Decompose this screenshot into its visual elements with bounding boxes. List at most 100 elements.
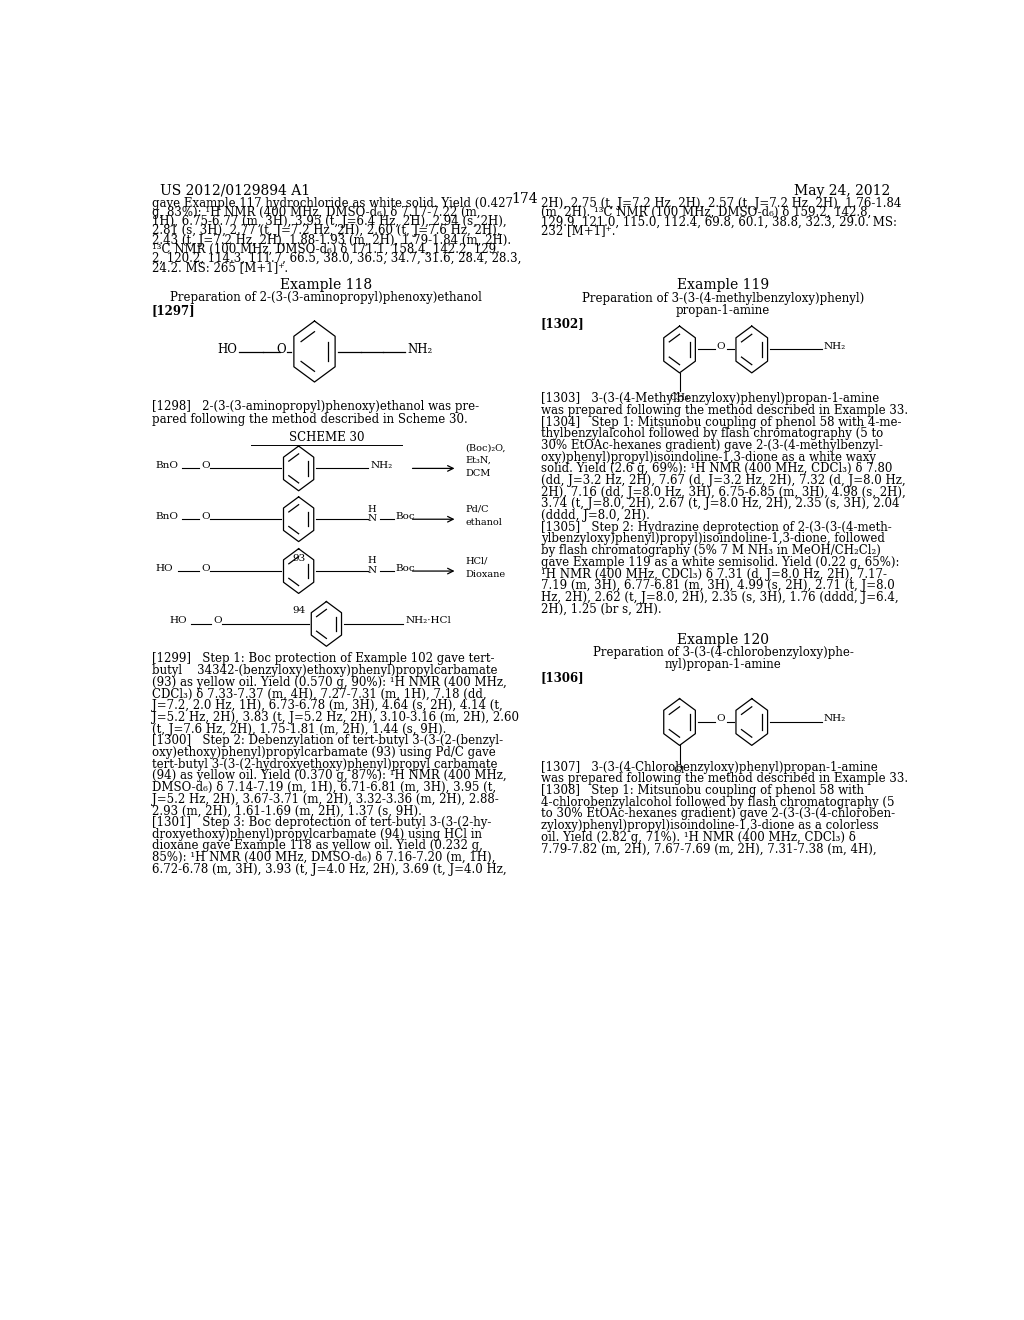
Text: BnO: BnO (156, 461, 179, 470)
Text: 2.93 (m, 2H), 1.61-1.69 (m, 2H), 1.37 (s, 9H).: 2.93 (m, 2H), 1.61-1.69 (m, 2H), 1.37 (s… (152, 804, 422, 817)
Text: O: O (276, 343, 286, 356)
Text: ¹H NMR (400 MHz, CDCl₃) δ 7.31 (d, J=8.0 Hz, 2H), 7.17-: ¹H NMR (400 MHz, CDCl₃) δ 7.31 (d, J=8.0… (541, 568, 887, 581)
Text: [1306]: [1306] (541, 671, 585, 684)
Text: J=5.2 Hz, 2H), 3.83 (t, J=5.2 Hz, 2H), 3.10-3.16 (m, 2H), 2.60: J=5.2 Hz, 2H), 3.83 (t, J=5.2 Hz, 2H), 3… (152, 710, 519, 723)
Text: Preparation of 2-(3-(3-aminopropyl)phenoxy)ethanol: Preparation of 2-(3-(3-aminopropyl)pheno… (170, 290, 482, 304)
Text: droxyethoxy)phenyl)propylcarbamate (94) using HCl in: droxyethoxy)phenyl)propylcarbamate (94) … (152, 828, 482, 841)
Text: gave Example 119 as a white semisolid. Yield (0.22 g, 65%):: gave Example 119 as a white semisolid. Y… (541, 556, 899, 569)
Text: Preparation of 3-(3-(4-chlorobenzyloxy)phe-: Preparation of 3-(3-(4-chlorobenzyloxy)p… (593, 645, 854, 659)
Text: (dd, J=3.2 Hz, 2H), 7.67 (d, J=3.2 Hz, 2H), 7.32 (d, J=8.0 Hz,: (dd, J=3.2 Hz, 2H), 7.67 (d, J=3.2 Hz, 2… (541, 474, 905, 487)
Text: butyl    34342-(benzyloxy)ethoxy)phenyl)propylcarbamate: butyl 34342-(benzyloxy)ethoxy)phenyl)pro… (152, 664, 498, 677)
Text: HO: HO (156, 564, 173, 573)
Text: [1302]: [1302] (541, 317, 585, 330)
Text: 6.72-6.78 (m, 3H), 3.93 (t, J=4.0 Hz, 2H), 3.69 (t, J=4.0 Hz,: 6.72-6.78 (m, 3H), 3.93 (t, J=4.0 Hz, 2H… (152, 863, 507, 875)
Text: Example 118: Example 118 (281, 279, 373, 292)
Text: US 2012/0129894 A1: US 2012/0129894 A1 (160, 183, 310, 198)
Text: [1301]   Step 3: Boc deprotection of tert-butyl 3-(3-(2-hy-: [1301] Step 3: Boc deprotection of tert-… (152, 816, 492, 829)
Text: HO: HO (169, 616, 187, 626)
Text: NH₂: NH₂ (824, 714, 846, 723)
Text: 93: 93 (292, 554, 305, 562)
Text: [1300]   Step 2: Debenzylation of tert-butyl 3-(3-(2-(benzyl-: [1300] Step 2: Debenzylation of tert-but… (152, 734, 503, 747)
Text: 174: 174 (511, 191, 539, 206)
Text: O: O (717, 714, 725, 723)
Text: ¹³C NMR (100 MHz, DMSO-d₆) δ 171.1, 158.4, 142.2, 129.: ¹³C NMR (100 MHz, DMSO-d₆) δ 171.1, 158.… (152, 243, 500, 256)
Text: (m, 2H). ¹³C NMR (100 MHz, DMSO-d₆) δ 159.2, 142.8,: (m, 2H). ¹³C NMR (100 MHz, DMSO-d₆) δ 15… (541, 206, 871, 219)
Text: zyloxy)phenyl)propyl)isoindoline-1,3-dione as a colorless: zyloxy)phenyl)propyl)isoindoline-1,3-dio… (541, 818, 879, 832)
Text: [1308]   Step 1: Mitsunobu coupling of phenol 58 with: [1308] Step 1: Mitsunobu coupling of phe… (541, 784, 863, 797)
Text: 4-chlorobenzylalcohol followed by flash chromatography (5: 4-chlorobenzylalcohol followed by flash … (541, 796, 894, 809)
Text: Cl: Cl (674, 766, 685, 775)
Text: Pd/C: Pd/C (465, 504, 488, 513)
Text: g, 83%): ¹H NMR (400 MHz, DMSO-d₆) δ 7.17-7.22 (m,: g, 83%): ¹H NMR (400 MHz, DMSO-d₆) δ 7.1… (152, 206, 480, 219)
Text: 2.81 (s, 3H), 2.77 (t, J=7.2 Hz, 2H), 2.60 (t, J=7.6 Hz, 2H),: 2.81 (s, 3H), 2.77 (t, J=7.2 Hz, 2H), 2.… (152, 224, 501, 238)
Text: DMSO-d₆) δ 7.14-7.19 (m, 1H), 6.71-6.81 (m, 3H), 3.95 (t,: DMSO-d₆) δ 7.14-7.19 (m, 1H), 6.71-6.81 … (152, 781, 496, 793)
Text: Hz, 2H), 2.62 (t, J=8.0, 2H), 2.35 (s, 3H), 1.76 (dddd, J=6.4,: Hz, 2H), 2.62 (t, J=8.0, 2H), 2.35 (s, 3… (541, 591, 898, 603)
Text: H: H (368, 504, 376, 513)
Text: SCHEME 30: SCHEME 30 (289, 430, 365, 444)
Text: by flash chromatography (5% 7 M NH₃ in MeOH/CH₂Cl₂): by flash chromatography (5% 7 M NH₃ in M… (541, 544, 881, 557)
Text: (93) as yellow oil. Yield (0.570 g, 90%): ¹H NMR (400 MHz,: (93) as yellow oil. Yield (0.570 g, 90%)… (152, 676, 507, 689)
Text: HO: HO (217, 343, 237, 356)
Text: oxy)ethoxy)phenyl)propylcarbamate (93) using Pd/C gave: oxy)ethoxy)phenyl)propylcarbamate (93) u… (152, 746, 496, 759)
Text: (94) as yellow oil. Yield (0.370 g, 87%): ¹H NMR (400 MHz,: (94) as yellow oil. Yield (0.370 g, 87%)… (152, 770, 507, 783)
Text: CH₃: CH₃ (670, 393, 689, 403)
Text: Dioxane: Dioxane (465, 570, 506, 578)
Text: May 24, 2012: May 24, 2012 (794, 183, 890, 198)
Text: 3.74 (t, J=8.0, 2H), 2.67 (t, J=8.0 Hz, 2H), 2.35 (s, 3H), 2.04: 3.74 (t, J=8.0, 2H), 2.67 (t, J=8.0 Hz, … (541, 498, 899, 511)
Text: oxy)phenyl)propyl)isoindoline-1,3-dione as a white waxy: oxy)phenyl)propyl)isoindoline-1,3-dione … (541, 450, 876, 463)
Text: was prepared following the method described in Example 33.: was prepared following the method descri… (541, 772, 908, 785)
Text: O: O (213, 616, 221, 626)
Text: Preparation of 3-(3-(4-methylbenzyloxy)phenyl): Preparation of 3-(3-(4-methylbenzyloxy)p… (582, 292, 864, 305)
Text: 2.43 (t, J=7.2 Hz, 2H), 1.88-1.93 (m, 2H), 1.79-1.84 (m, 2H).: 2.43 (t, J=7.2 Hz, 2H), 1.88-1.93 (m, 2H… (152, 234, 511, 247)
Text: BnO: BnO (156, 512, 179, 520)
Text: [1304]   Step 1: Mitsunobu coupling of phenol 58 with 4-me-: [1304] Step 1: Mitsunobu coupling of phe… (541, 416, 901, 429)
Text: Et₃N,: Et₃N, (465, 455, 492, 465)
Text: CDCl₃) δ 7.33-7.37 (m, 4H), 7.27-7.31 (m, 1H), 7.18 (dd,: CDCl₃) δ 7.33-7.37 (m, 4H), 7.27-7.31 (m… (152, 688, 486, 701)
Text: 7.79-7.82 (m, 2H), 7.67-7.69 (m, 2H), 7.31-7.38 (m, 4H),: 7.79-7.82 (m, 2H), 7.67-7.69 (m, 2H), 7.… (541, 842, 877, 855)
Text: (Boc)₂O,: (Boc)₂O, (465, 444, 506, 453)
Text: 24.2. MS: 265 [M+1]⁺.: 24.2. MS: 265 [M+1]⁺. (152, 261, 288, 275)
Text: tert-butyl 3-(3-(2-hydroxyethoxy)phenyl)propyl carbamate: tert-butyl 3-(3-(2-hydroxyethoxy)phenyl)… (152, 758, 498, 771)
Text: O: O (201, 461, 210, 470)
Text: N: N (368, 513, 377, 523)
Text: Boc: Boc (395, 512, 415, 520)
Text: J=7.2, 2.0 Hz, 1H), 6.73-6.78 (m, 3H), 4.64 (s, 2H), 4.14 (t,: J=7.2, 2.0 Hz, 1H), 6.73-6.78 (m, 3H), 4… (152, 700, 503, 711)
Text: to 30% EtOAc-hexanes gradient) gave 2-(3-(3-(4-chloroben-: to 30% EtOAc-hexanes gradient) gave 2-(3… (541, 808, 895, 820)
Text: Example 120: Example 120 (677, 632, 769, 647)
Text: H: H (368, 557, 376, 565)
Text: NH₂·HCl: NH₂·HCl (406, 616, 452, 626)
Text: Example 119: Example 119 (677, 279, 769, 292)
Text: (dddd, J=8.0, 2H).: (dddd, J=8.0, 2H). (541, 510, 649, 521)
Text: gave Example 117 hydrochloride as white solid. Yield (0.427: gave Example 117 hydrochloride as white … (152, 197, 513, 210)
Text: DCM: DCM (465, 469, 490, 478)
Text: propan-1-amine: propan-1-amine (676, 304, 770, 317)
Text: 2H), 7.16 (dd, J=8.0 Hz, 3H), 6.75-6.85 (m, 3H), 4.98 (s, 2H),: 2H), 7.16 (dd, J=8.0 Hz, 3H), 6.75-6.85 … (541, 486, 905, 499)
Text: nyl)propan-1-amine: nyl)propan-1-amine (665, 657, 781, 671)
Text: 30% EtOAc-hexanes gradient) gave 2-(3-(4-methylbenzyl-: 30% EtOAc-hexanes gradient) gave 2-(3-(4… (541, 440, 883, 451)
Text: [1298]   2-(3-(3-aminopropyl)phenoxy)ethanol was pre-: [1298] 2-(3-(3-aminopropyl)phenoxy)ethan… (152, 400, 479, 413)
Text: Boc: Boc (395, 564, 415, 573)
Text: [1305]   Step 2: Hydrazine deprotection of 2-(3-(3-(4-meth-: [1305] Step 2: Hydrazine deprotection of… (541, 521, 892, 533)
Text: 94: 94 (292, 606, 305, 615)
Text: 2H), 1.25 (br s, 2H).: 2H), 1.25 (br s, 2H). (541, 602, 662, 615)
Text: 2H), 2.75 (t, J=7.2 Hz, 2H), 2.57 (t, J=7.2 Hz, 2H), 1.76-1.84: 2H), 2.75 (t, J=7.2 Hz, 2H), 2.57 (t, J=… (541, 197, 901, 210)
Text: J=5.2 Hz, 2H), 3.67-3.71 (m, 2H), 3.32-3.36 (m, 2H), 2.88-: J=5.2 Hz, 2H), 3.67-3.71 (m, 2H), 3.32-3… (152, 792, 499, 805)
Text: N: N (368, 565, 377, 574)
Text: O: O (717, 342, 725, 351)
Text: ylbenzyloxy)phenyl)propyl)isoindoline-1,3-dione, followed: ylbenzyloxy)phenyl)propyl)isoindoline-1,… (541, 532, 885, 545)
Text: O: O (201, 512, 210, 520)
Text: (t, J=7.6 Hz, 2H), 1.75-1.81 (m, 2H), 1.44 (s, 9H).: (t, J=7.6 Hz, 2H), 1.75-1.81 (m, 2H), 1.… (152, 722, 446, 735)
Text: NH₂: NH₂ (824, 342, 846, 351)
Text: [1299]   Step 1: Boc protection of Example 102 gave tert-: [1299] Step 1: Boc protection of Example… (152, 652, 495, 665)
Text: O: O (201, 564, 210, 573)
Text: [1307]   3-(3-(4-Chlorobenzyloxy)phenyl)propan-1-amine: [1307] 3-(3-(4-Chlorobenzyloxy)phenyl)pr… (541, 760, 878, 774)
Text: solid. Yield (2.6 g, 69%): ¹H NMR (400 MHz, CDCl₃) δ 7.80: solid. Yield (2.6 g, 69%): ¹H NMR (400 M… (541, 462, 892, 475)
Text: [1303]   3-(3-(4-Methylbenzyloxy)phenyl)propan-1-amine: [1303] 3-(3-(4-Methylbenzyloxy)phenyl)pr… (541, 392, 879, 405)
Text: 1H), 6.75-6.77 (m, 3H), 3.95 (t, J=6.4 Hz, 2H), 2.94 (s, 2H),: 1H), 6.75-6.77 (m, 3H), 3.95 (t, J=6.4 H… (152, 215, 507, 228)
Text: NH₂: NH₂ (408, 343, 432, 356)
Text: 7.19 (m, 3H), 6.77-6.81 (m, 3H), 4.99 (s, 2H), 2.71 (t, J=8.0: 7.19 (m, 3H), 6.77-6.81 (m, 3H), 4.99 (s… (541, 579, 894, 593)
Text: dioxane gave Example 118 as yellow oil. Yield (0.232 g,: dioxane gave Example 118 as yellow oil. … (152, 840, 482, 853)
Text: thylbenzylalcohol followed by flash chromatography (5 to: thylbenzylalcohol followed by flash chro… (541, 428, 883, 441)
Text: HCl/: HCl/ (465, 557, 487, 565)
Text: [1297]: [1297] (152, 304, 196, 317)
